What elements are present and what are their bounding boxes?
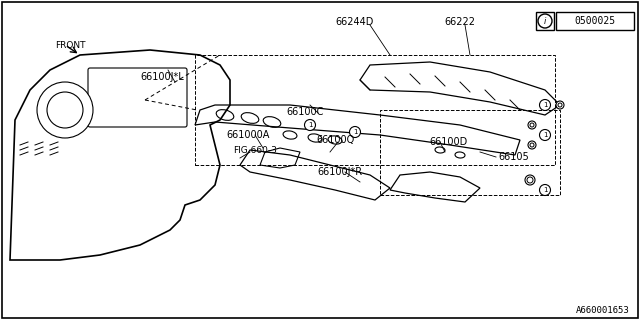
Circle shape (530, 143, 534, 147)
Circle shape (540, 130, 550, 140)
Text: FIG.660-3: FIG.660-3 (233, 146, 277, 155)
Text: 1: 1 (308, 122, 312, 128)
Text: 1: 1 (543, 132, 547, 138)
Text: A660001653: A660001653 (576, 306, 630, 315)
Circle shape (528, 141, 536, 149)
Circle shape (47, 92, 83, 128)
Text: 66222: 66222 (445, 17, 476, 27)
FancyBboxPatch shape (556, 12, 634, 30)
Text: 66100J*R: 66100J*R (317, 167, 363, 177)
Text: 66100J*L: 66100J*L (140, 72, 184, 82)
Circle shape (538, 14, 552, 28)
Text: 1: 1 (543, 187, 547, 193)
Circle shape (37, 82, 93, 138)
Circle shape (540, 100, 550, 110)
Text: 66100C: 66100C (286, 107, 324, 117)
Circle shape (540, 185, 550, 196)
Text: FRONT: FRONT (55, 41, 86, 50)
FancyBboxPatch shape (536, 12, 554, 30)
Text: i: i (544, 17, 546, 26)
Circle shape (528, 121, 536, 129)
Text: 661000A: 661000A (227, 130, 269, 140)
Text: 66105: 66105 (498, 152, 529, 162)
Circle shape (305, 119, 316, 131)
Circle shape (556, 101, 564, 109)
Circle shape (558, 103, 562, 107)
Text: 1: 1 (543, 102, 547, 108)
Text: 1: 1 (353, 129, 357, 135)
Circle shape (530, 123, 534, 127)
Text: 66100D: 66100D (429, 137, 467, 147)
Text: 66244D: 66244D (336, 17, 374, 27)
FancyBboxPatch shape (88, 68, 187, 127)
Circle shape (527, 177, 533, 183)
Text: 66100Q: 66100Q (316, 135, 354, 145)
Circle shape (349, 126, 360, 138)
Text: 0500025: 0500025 (575, 16, 616, 26)
Circle shape (525, 175, 535, 185)
